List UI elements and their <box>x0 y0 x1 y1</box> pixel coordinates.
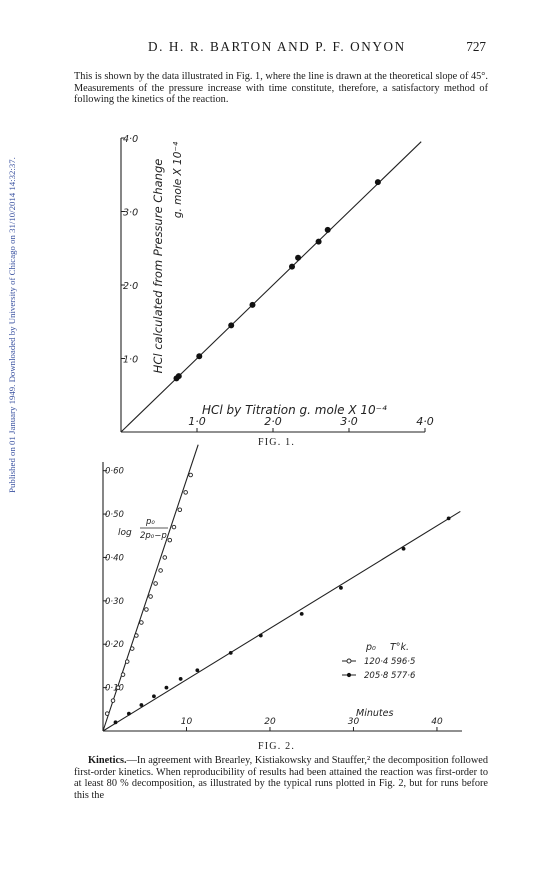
fig2-x-tick-label: 30 <box>348 717 360 727</box>
fig2-data-point-open <box>139 620 144 625</box>
fig1-fit-line <box>120 141 422 433</box>
paragraph-intro: This is shown by the data illustrated in… <box>74 71 488 105</box>
fig2-data-point-open <box>171 524 177 530</box>
fig2-data-point-filled <box>299 611 304 616</box>
fig2-x-tick-label: 10 <box>181 717 193 727</box>
fig2-fit-line-open <box>102 444 199 732</box>
fig2-data-point-filled <box>195 668 200 673</box>
fig1-data-point <box>196 353 203 360</box>
fig2-y-tick-label: 0·50 <box>105 510 124 520</box>
fig2-data-point-open <box>177 507 183 512</box>
page-number: 727 <box>466 39 486 54</box>
fig1-data-point <box>289 263 295 270</box>
fig2-legend-marker-filled <box>346 672 352 678</box>
fig1-y-tick-label: 1·0 <box>123 355 138 366</box>
fig1-x-tick-label: 2·0 <box>264 415 282 428</box>
page-header: D. H. R. BARTON AND P. F. ONYON 727 <box>76 39 486 59</box>
figure-1-caption: FIG. 1. <box>258 437 296 448</box>
fig1-x-tick-label: 3·0 <box>340 415 358 428</box>
fig2-legend-header-p0: p₀ <box>365 642 376 653</box>
fig2-data-point-filled <box>164 685 169 690</box>
fig2-data-point-open <box>104 711 110 716</box>
fig2-data-point-open <box>162 555 168 560</box>
fig2-data-point-open <box>134 633 139 638</box>
fig1-x-tick-label: 1·0 <box>188 415 206 428</box>
fig2-data-point-filled <box>401 546 406 551</box>
fig2-data-point-filled <box>113 720 118 725</box>
fig2-y-tick-label: 0·60 <box>105 467 124 477</box>
fig1-data-point <box>315 238 322 245</box>
fig2-data-point-filled <box>446 516 451 521</box>
fig2-data-point-filled <box>258 633 263 638</box>
fig2-data-point-open <box>183 490 188 495</box>
fig2-data-point-open <box>110 698 116 703</box>
fig1-x-tick-label: 4·0 <box>416 415 434 428</box>
fig2-data-point-open <box>158 568 163 573</box>
fig2-ylabel-numerator: p₀ <box>145 517 155 527</box>
fig2-data-point-filled <box>152 694 156 699</box>
fig2-ylabel-denominator: 2p₀−p <box>140 531 167 541</box>
fig2-data-point-open <box>129 646 135 651</box>
fig1-y-tick-label: 3·0 <box>123 208 138 219</box>
running-head: D. H. R. BARTON AND P. F. ONYON <box>148 39 406 54</box>
fig2-data-point-open <box>188 472 193 478</box>
fig2-data-point-open <box>120 672 126 677</box>
figure-2-caption: FIG. 2. <box>258 741 296 752</box>
fig2-legend-header-temp: T°k. <box>390 642 409 653</box>
paragraph-kinetics: Kinetics.—In agreement with Brearley, Ki… <box>74 755 488 801</box>
fig1-data-point <box>374 179 381 186</box>
fig2-legend-label-open: 120·4 596·5 <box>364 657 415 667</box>
fig2-y-tick-label: 0·30 <box>105 597 124 607</box>
fig2-data-point-open <box>153 581 158 586</box>
fig2-data-point-filled <box>228 651 233 655</box>
fig2-ylabel-log: log <box>118 528 132 538</box>
fig1-data-point <box>175 373 182 380</box>
fig2-y-tick-label: 0·40 <box>105 553 124 563</box>
fig1-y-tick-label: 4·0 <box>123 134 138 145</box>
fig2-fit-line-filled <box>102 510 461 732</box>
fig2-legend-marker-open <box>346 658 352 664</box>
fig1-data-point <box>228 322 235 329</box>
kinetics-text: —In agreement with Brearley, Kistiakowsk… <box>74 755 488 801</box>
fig2-data-point-filled <box>139 703 144 707</box>
fig1-x-axis-label: HCl by Titration g. mole X 10⁻⁴ <box>202 403 387 417</box>
fig2-legend-label-filled: 205·8 577·6 <box>364 671 416 681</box>
fig2-data-point-open <box>148 594 153 599</box>
fig2-data-point-open <box>144 607 149 612</box>
fig2-data-point-open <box>124 659 130 664</box>
fig2-x-tick-label: 40 <box>431 717 443 727</box>
fig2-y-tick-label: 0·20 <box>105 640 124 650</box>
fig2-x-tick-label: 20 <box>264 717 276 727</box>
fig1-y-tick-label: 2·0 <box>123 281 138 292</box>
fig2-data-point-open <box>167 537 173 543</box>
fig2-y-tick-label: 0·10 <box>105 684 124 694</box>
fig2-data-point-filled <box>126 711 131 716</box>
kinetics-heading: Kinetics. <box>88 755 127 766</box>
fig2-x-axis-label: Minutes <box>356 708 393 719</box>
fig1-data-point <box>324 226 331 233</box>
fig2-data-point-filled <box>178 677 183 681</box>
fig1-data-point <box>295 254 302 261</box>
fig2-data-point-filled <box>339 585 343 590</box>
fig2-data-point-open <box>115 685 121 690</box>
fig1-data-point <box>249 301 256 308</box>
